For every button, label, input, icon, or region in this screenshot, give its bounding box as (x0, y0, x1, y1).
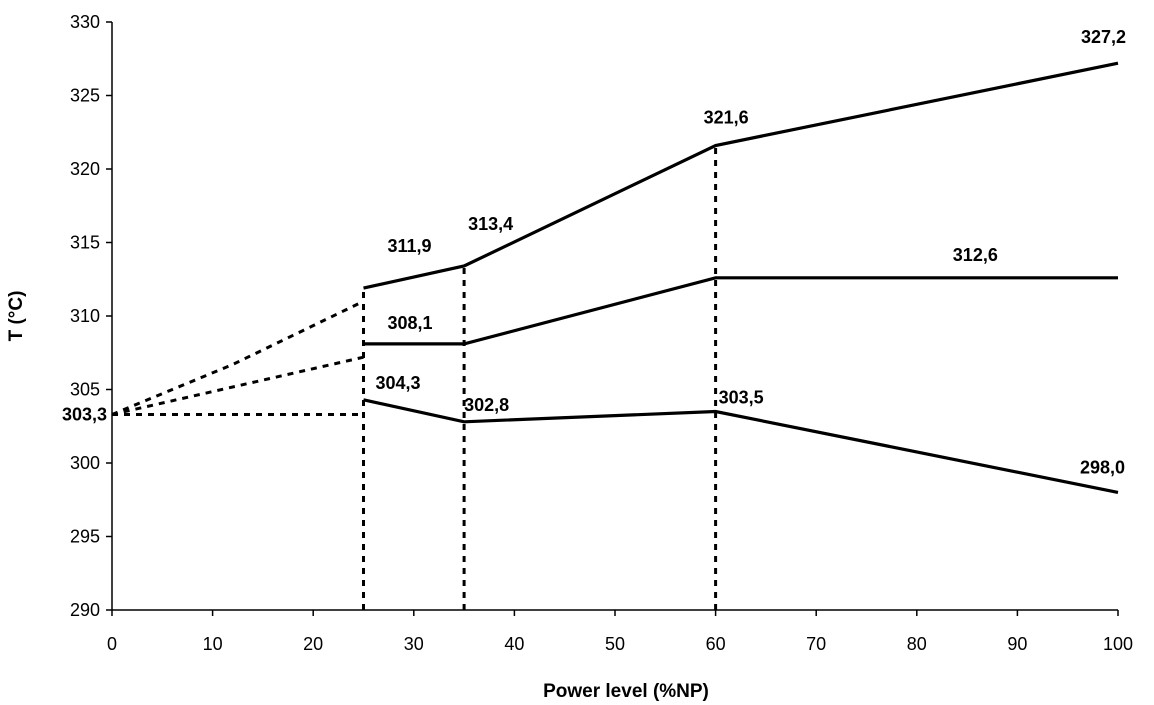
x-tick-label: 10 (203, 634, 223, 654)
x-tick-label: 90 (1007, 634, 1027, 654)
data-label: 302,8 (464, 395, 509, 415)
data-label: 298,0 (1080, 457, 1125, 477)
y-axis-title: T (°C) (6, 291, 27, 342)
y-tick-label: 325 (70, 86, 100, 106)
y-tick-label: 330 (70, 12, 100, 32)
data-label: 303,3 (62, 404, 107, 424)
x-tick-label: 20 (303, 634, 323, 654)
series-line-2 (363, 398, 1119, 494)
data-label: 313,4 (468, 214, 513, 234)
y-tick-label: 290 (70, 600, 100, 620)
data-label: 312,6 (953, 245, 998, 265)
x-tick-label: 60 (706, 634, 726, 654)
y-tick-label: 310 (70, 306, 100, 326)
x-tick-label: 40 (504, 634, 524, 654)
y-tick-label: 300 (70, 453, 100, 473)
data-label: 311,9 (388, 236, 432, 256)
data-label: 304,3 (376, 373, 421, 393)
y-tick-label: 305 (70, 380, 100, 400)
series-line-1 (363, 276, 1118, 346)
x-tick-label: 30 (404, 634, 424, 654)
x-tick-label: 70 (806, 634, 826, 654)
data-label: 308,1 (388, 313, 433, 333)
dashed-line-3 (111, 299, 365, 416)
x-tick-label: 0 (107, 634, 117, 654)
x-axis-title: Power level (%NP) (543, 681, 709, 702)
x-tick-label: 80 (907, 634, 927, 654)
x-tick-label: 50 (605, 634, 625, 654)
dashed-line-4 (111, 355, 364, 416)
data-label: 303,5 (719, 388, 764, 408)
data-label: 327,2 (1081, 27, 1126, 47)
data-label: 321,6 (704, 107, 749, 127)
y-tick-label: 295 (70, 527, 100, 547)
y-tick-label: 315 (70, 233, 100, 253)
y-tick-label: 320 (70, 159, 100, 179)
x-tick-label: 100 (1103, 634, 1133, 654)
series-line-0 (363, 61, 1119, 290)
